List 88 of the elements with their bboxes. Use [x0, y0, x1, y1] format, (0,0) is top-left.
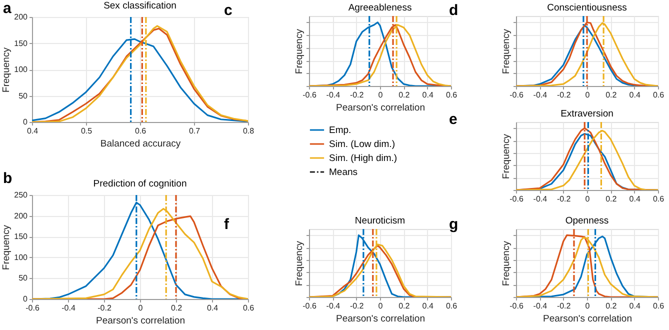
text: g: [449, 216, 458, 233]
chart-title: Extraversion: [560, 108, 614, 120]
x-tick-label: 0.2: [606, 90, 618, 100]
y-tick-label: 0: [23, 118, 28, 126]
x-tick-label: 0.4: [206, 304, 219, 312]
x-tick-label: -0.6: [302, 302, 317, 310]
x-tick-label: -0.6: [510, 194, 524, 204]
y-tick-label: 250: [14, 190, 28, 200]
x-tick-label: 0.6: [652, 194, 665, 204]
y-tick-label: 0: [23, 294, 28, 304]
x-tick-label: -0.2: [556, 90, 572, 100]
x-tick-label: -0.4: [533, 90, 548, 100]
x-axis-title: Pearson's correlation: [96, 316, 185, 326]
x-tick-label: -0.4: [326, 90, 341, 100]
x-tick-label: 0.6: [652, 302, 665, 310]
x-tick-label: 0.4: [422, 90, 434, 100]
y-axis-title: Frequency: [1, 224, 12, 270]
x-tick-label: 0.6: [446, 90, 458, 100]
text: d: [449, 2, 458, 19]
x-tick-label: 0.7: [188, 126, 201, 136]
y-tick-label: 150: [14, 38, 28, 48]
chart-title: Neuroticism: [354, 216, 406, 227]
x-tick-label: 0: [585, 194, 590, 204]
y-axis-title: Frequency: [294, 240, 305, 286]
x-axis-title: Pearson's correlation: [336, 314, 425, 324]
y-tick-label: 200: [14, 211, 28, 220]
x-tick-label: 0.2: [170, 304, 183, 312]
chart-title: Conscientiousness: [547, 2, 628, 14]
y-tick-label: 50: [18, 274, 28, 283]
x-tick-label: 0.2: [606, 302, 618, 310]
x-tick-label: 0.4: [26, 126, 39, 136]
x-tick-label: 0.6: [242, 304, 255, 312]
x-axis-title: Pearson's correlation: [336, 102, 425, 114]
x-tick-label: -0.6: [510, 90, 524, 100]
annotation: c: [224, 2, 232, 19]
x-tick-label: 0: [378, 302, 384, 310]
x-tick-label: -0.6: [510, 302, 524, 310]
x-tick-label: -0.4: [533, 194, 548, 204]
x-tick-label: -0.4: [533, 302, 548, 310]
x-tick-label: 0.6: [134, 126, 147, 136]
y-axis-title: Frequency: [501, 28, 512, 74]
x-tick-label: -0.2: [556, 194, 572, 204]
x-tick-label: 0.5: [80, 126, 93, 136]
y-axis-title: Frequency: [294, 28, 305, 74]
x-tick-label: 0.4: [629, 90, 641, 100]
y-tick-label: 100: [14, 252, 28, 262]
y-tick-label: 200: [14, 12, 28, 22]
x-tick-label: 0.2: [398, 90, 410, 100]
x-tick-label: -0.6: [302, 90, 317, 100]
x-tick-label: 0.6: [446, 302, 458, 310]
x-tick-label: -0.2: [350, 90, 364, 100]
x-tick-label: 0.4: [422, 302, 434, 310]
x-tick-label: -0.2: [556, 302, 572, 310]
y-tick-label: 50: [18, 91, 28, 100]
x-tick-label: 0: [585, 90, 590, 100]
x-tick-label: -0.4: [326, 302, 341, 310]
annotation: f: [224, 216, 229, 233]
x-tick-label: -0.2: [98, 304, 112, 312]
y-axis-title: Frequency: [501, 240, 512, 286]
legend-label: Sim. (Low dim.): [329, 139, 395, 150]
x-tick-label: 0.4: [629, 194, 641, 204]
chart-title: Agreeableness: [348, 2, 412, 14]
x-tick-label: 0.2: [606, 194, 618, 204]
text: a: [3, 0, 12, 17]
x-tick-label: 0: [138, 304, 144, 312]
legend-label: Emp.: [329, 125, 352, 136]
text: Means: [329, 167, 358, 178]
text: e: [449, 111, 458, 128]
legend-label: Sim. (High dim.): [329, 153, 398, 164]
x-tick-label: 0: [378, 90, 384, 100]
y-tick-label: 100: [14, 65, 28, 74]
x-tick-label: 0: [585, 302, 590, 310]
x-tick-label: 0.8: [242, 126, 255, 136]
y-tick-label: 150: [14, 232, 28, 242]
x-tick-label: -0.2: [350, 302, 364, 310]
chart-title: Openness: [565, 216, 609, 227]
x-tick-label: 0.6: [652, 90, 665, 100]
x-tick-label: -0.6: [26, 304, 40, 312]
x-axis-title: Balanced accuracy: [100, 138, 181, 150]
x-axis-title: Pearson's correlation: [543, 314, 632, 324]
x-tick-label: 0.2: [398, 302, 410, 310]
y-axis-title: Frequency: [501, 134, 512, 179]
text: b: [3, 170, 12, 187]
chart-title: Prediction of cognition: [93, 178, 187, 190]
x-tick-label: 0.4: [629, 302, 641, 310]
x-tick-label: -0.4: [62, 304, 76, 312]
chart-title: Sex classification: [104, 0, 176, 12]
y-axis-title: Frequency: [1, 47, 12, 92]
